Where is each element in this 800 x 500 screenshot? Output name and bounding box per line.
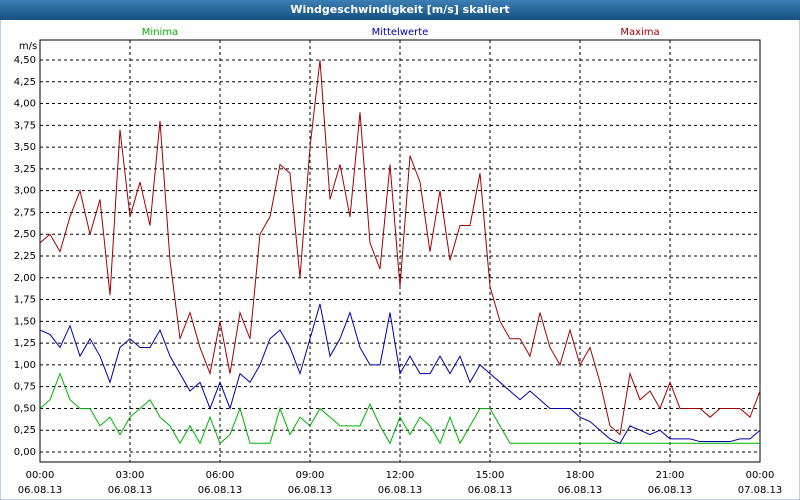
- y-tick-label: 2,25: [14, 251, 36, 262]
- x-tick-label: 06:00: [206, 470, 235, 481]
- y-tick-label: 2,00: [14, 273, 36, 284]
- x-tick-label: 12:00: [386, 470, 415, 481]
- x-tick-label: 03:00: [116, 470, 145, 481]
- y-tick-label: 4,50: [14, 55, 36, 66]
- x-tick-label: 21:00: [656, 470, 685, 481]
- y-tick-label: 3,25: [14, 164, 36, 175]
- x-tick-label: 18:00: [566, 470, 595, 481]
- legend-entry: Minima: [142, 27, 178, 38]
- x-tick-date: 06.08.13: [468, 485, 513, 496]
- x-tick-date: 06.08.13: [288, 485, 333, 496]
- y-tick-label: 4,00: [14, 99, 36, 110]
- legend-entry: Maxima: [620, 27, 659, 38]
- y-tick-label: 2,75: [14, 207, 36, 218]
- x-tick-date: 06.08.13: [648, 485, 693, 496]
- y-tick-label: 1,25: [14, 338, 36, 349]
- y-tick-label: 2,50: [14, 229, 36, 240]
- y-tick-label: 3,50: [14, 142, 36, 153]
- x-tick-label: 00:00: [746, 470, 775, 481]
- x-tick-label: 00:00: [26, 470, 55, 481]
- data-line: [39, 303, 761, 444]
- x-tick-date: 06.08.13: [558, 485, 603, 496]
- data-line: [39, 372, 760, 445]
- y-tick-label: 1,00: [14, 360, 36, 371]
- y-tick-label: 3,75: [14, 120, 36, 131]
- y-tick-label: 1,50: [14, 316, 36, 327]
- y-tick-label: 0,50: [14, 403, 36, 414]
- legend-entry: Mittelwerte: [372, 27, 429, 38]
- title-bar: [0, 0, 800, 20]
- x-tick-date: 06.08.13: [378, 485, 423, 496]
- y-axis-label: m/s: [19, 41, 37, 52]
- y-tick-label: 4,25: [14, 77, 36, 88]
- y-tick-label: 0,75: [14, 382, 36, 393]
- y-tick-label: 3,00: [14, 186, 36, 197]
- chart-title: Windgeschwindigkeit [m/s] skaliert: [290, 3, 509, 16]
- y-tick-label: 1,75: [14, 295, 36, 306]
- data-line: [39, 59, 761, 436]
- x-tick-label: 15:00: [476, 470, 505, 481]
- x-tick-date: 06.08.13: [108, 485, 153, 496]
- y-tick-label: 0,00: [14, 447, 36, 458]
- x-tick-date: 07.08.13: [738, 485, 783, 496]
- x-tick-date: 06.08.13: [198, 485, 243, 496]
- x-tick-date: 06.08.13: [18, 485, 63, 496]
- x-tick-label: 09:00: [296, 470, 325, 481]
- y-tick-label: 0,25: [14, 425, 36, 436]
